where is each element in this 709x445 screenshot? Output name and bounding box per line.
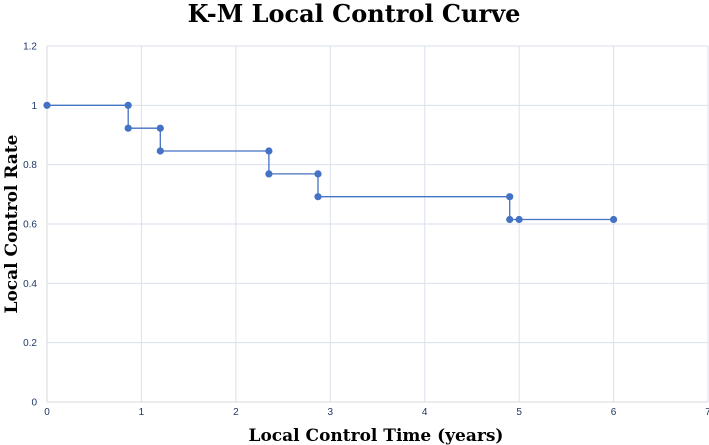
x-tick-label: 1: [139, 407, 145, 418]
data-point: [314, 193, 322, 201]
data-point: [610, 215, 618, 224]
grid-layer: [47, 45, 709, 402]
data-point: [506, 193, 514, 201]
tick-labels: 0 1 2 3 4 5 6 7 0 0.2 0.4 0.6 0.8 1 1.2: [23, 42, 709, 419]
y-tick-label: 0.8: [23, 160, 37, 171]
x-tick-label: 5: [516, 407, 522, 418]
y-tick-label: 0: [31, 398, 37, 409]
data-point: [43, 101, 51, 109]
x-tick-label: 3: [328, 407, 334, 418]
y-tick-label: 0.6: [23, 220, 37, 231]
data-point: [265, 170, 273, 178]
data-point: [506, 215, 514, 224]
x-axis-label: Local Control Time (years): [249, 426, 504, 445]
data-point: [515, 215, 523, 224]
x-tick-label: 2: [233, 407, 239, 418]
chart-title: K-M Local Control Curve: [188, 0, 521, 28]
y-tick-label: 0.2: [23, 338, 37, 349]
x-tick-label: 0: [44, 407, 50, 418]
data-point: [314, 170, 322, 178]
x-tick-label: 4: [422, 407, 428, 418]
series-layer: [43, 101, 618, 224]
data-point: [124, 101, 132, 109]
y-tick-label: 1.2: [23, 42, 37, 53]
data-point: [156, 124, 164, 132]
data-point: [156, 147, 164, 155]
x-tick-label: 6: [611, 407, 617, 418]
data-point: [124, 124, 132, 132]
data-point: [265, 147, 273, 155]
y-axis-label: Local Control Rate: [2, 134, 22, 313]
y-tick-label: 0.4: [23, 279, 37, 290]
x-tick-label: 7: [705, 407, 709, 418]
y-tick-label: 1: [31, 101, 37, 112]
